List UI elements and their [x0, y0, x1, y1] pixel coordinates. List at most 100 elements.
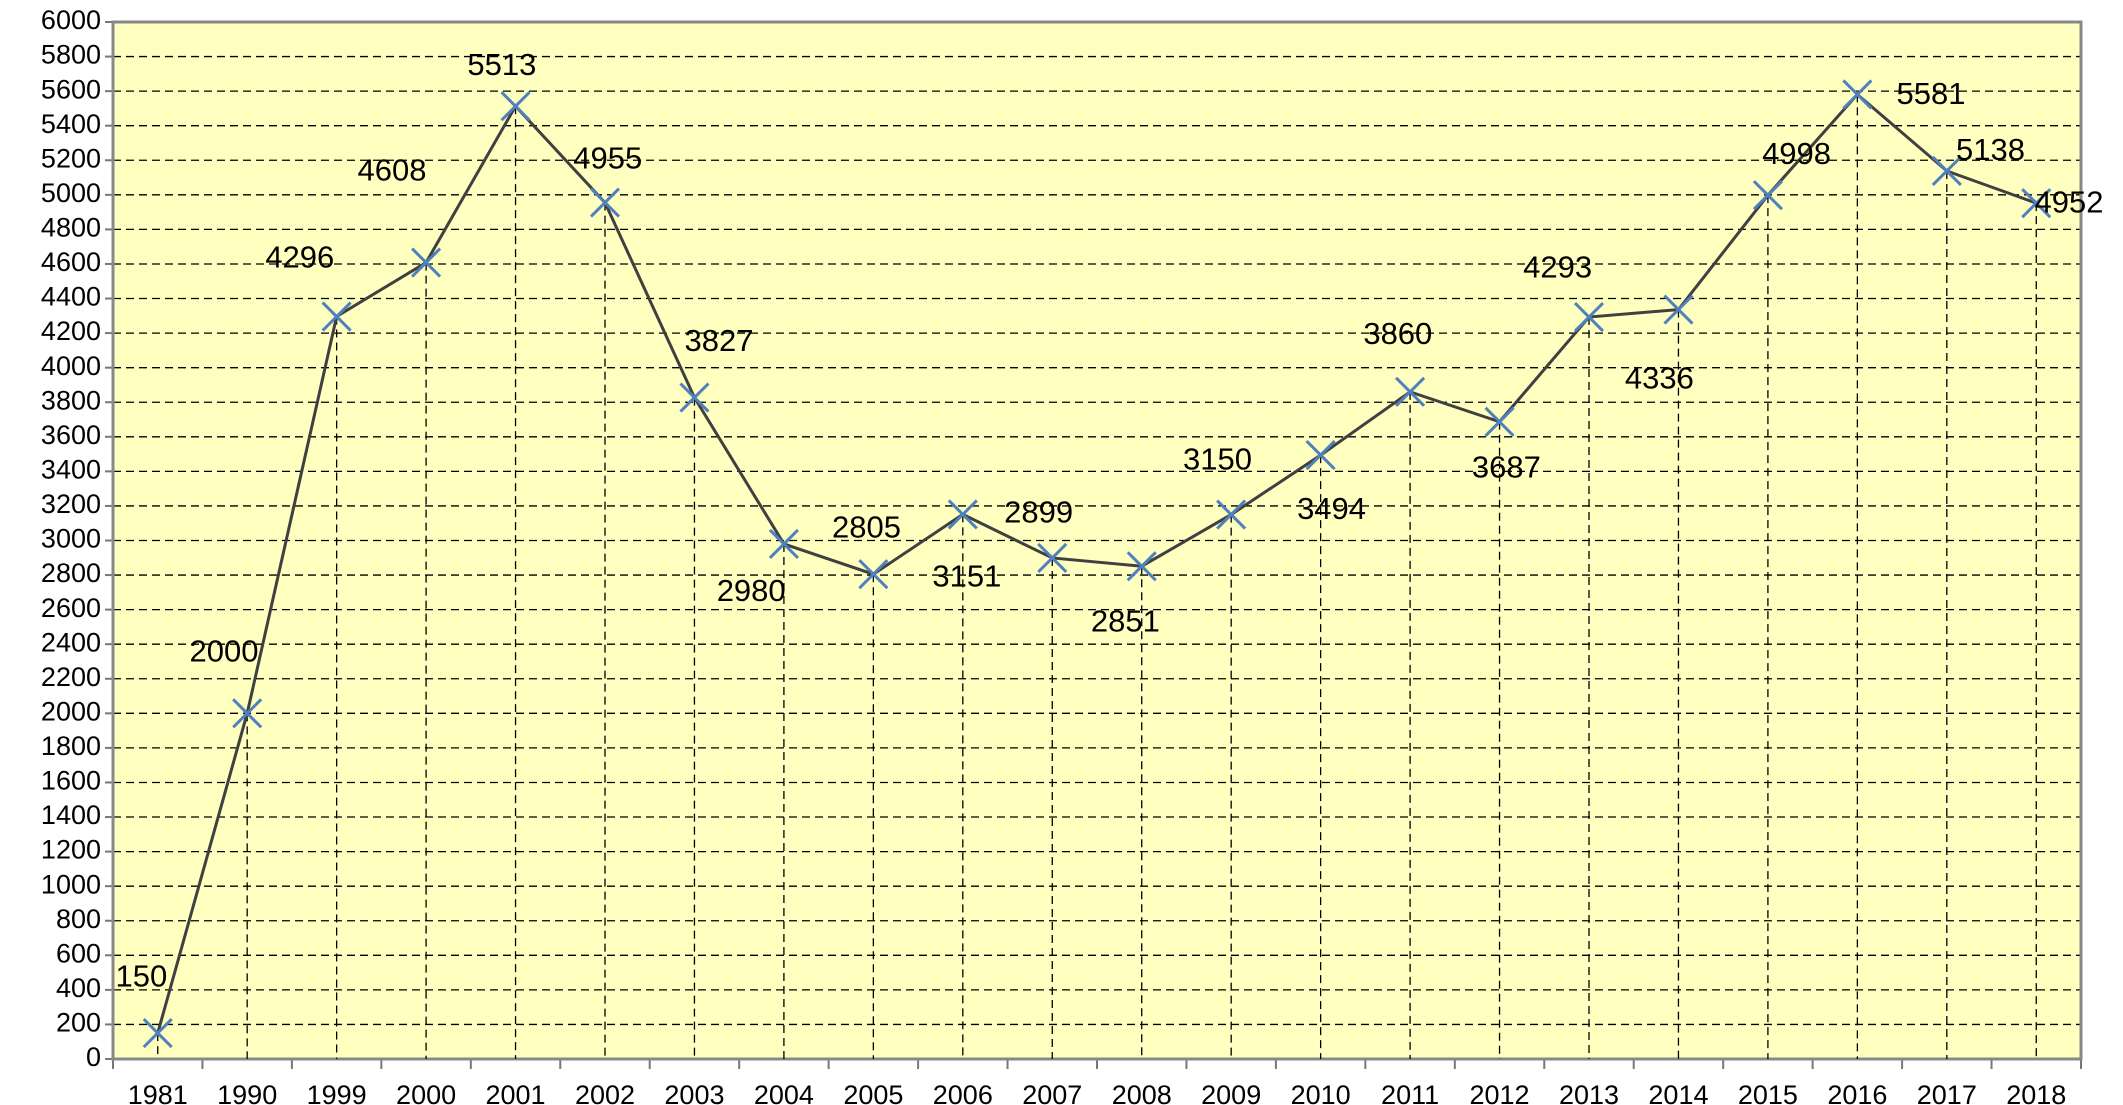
- data-label: 4608: [358, 153, 427, 188]
- y-tick-label: 3400: [41, 454, 101, 484]
- marker: [1663, 294, 1694, 325]
- data-label: 5513: [467, 47, 536, 82]
- y-tick-label: 3800: [41, 385, 101, 415]
- data-label: 4952: [2035, 185, 2104, 220]
- plot-border: [111, 20, 2083, 1061]
- data-label: 5581: [1897, 76, 1966, 111]
- y-tick-label: 1800: [41, 731, 101, 761]
- y-tick-label: 800: [56, 904, 101, 934]
- y-tick-label: 3000: [41, 524, 101, 554]
- y-tick-label: 3600: [41, 420, 101, 450]
- y-tick-label: 6000: [41, 5, 101, 35]
- marker: [500, 91, 531, 122]
- data-label: 3860: [1363, 316, 1432, 351]
- marker: [142, 1018, 173, 1049]
- data-label: 3150: [1183, 442, 1252, 477]
- marker: [232, 698, 263, 729]
- marker: [1931, 155, 1962, 187]
- x-tick-label: 2003: [664, 1080, 724, 1105]
- x-tick-label: 1990: [217, 1080, 277, 1105]
- marker: [679, 382, 710, 413]
- x-tick-label: 2002: [575, 1080, 635, 1105]
- y-tick-label: 5400: [41, 109, 101, 139]
- data-label: 3151: [932, 559, 1001, 594]
- marker: [1216, 499, 1247, 530]
- marker: [1752, 180, 1783, 211]
- marker: [1842, 79, 1873, 110]
- marker: [1395, 376, 1426, 407]
- y-tick-label: 5000: [41, 178, 101, 208]
- marker: [1037, 542, 1068, 574]
- y-tick-label: 4200: [41, 316, 101, 346]
- x-tick-label: 1981: [128, 1080, 188, 1105]
- x-tick-label: 2012: [1470, 1080, 1530, 1105]
- x-tick-label: 2011: [1381, 1080, 1439, 1105]
- marker: [1484, 406, 1515, 437]
- x-tick-label: 2006: [933, 1080, 993, 1105]
- x-tick-label: 1999: [307, 1080, 367, 1105]
- data-label: 150: [115, 959, 167, 994]
- data-label: 2851: [1091, 604, 1160, 639]
- y-tick-label: 4400: [41, 282, 101, 312]
- x-tick-label: 2010: [1291, 1080, 1351, 1105]
- y-tick-label: 0: [86, 1042, 101, 1072]
- data-label: 2899: [1004, 494, 1073, 529]
- y-tick-label: 2200: [41, 662, 101, 692]
- data-label: 3687: [1472, 450, 1541, 485]
- y-tick-label: 600: [56, 938, 101, 968]
- y-tick-label: 5600: [41, 74, 101, 104]
- marker: [411, 247, 442, 278]
- data-label: 4336: [1625, 361, 1694, 396]
- y-tick-label: 200: [56, 1008, 101, 1038]
- y-tick-label: 1000: [41, 869, 101, 899]
- marker: [2021, 188, 2052, 219]
- data-label: 2805: [832, 509, 901, 544]
- x-tick-label: 2014: [1648, 1080, 1708, 1105]
- x-tick-label: 2007: [1022, 1080, 1082, 1105]
- x-tick-label: 2005: [843, 1080, 903, 1105]
- data-label: 2980: [717, 573, 786, 608]
- x-tick-label: 2017: [1917, 1080, 1977, 1105]
- y-tick-label: 3200: [41, 489, 101, 519]
- data-label: 5138: [1956, 132, 2025, 167]
- data-line: [156, 92, 2037, 1034]
- y-tick-label: 2000: [41, 696, 101, 726]
- y-tick-label: 2600: [41, 593, 101, 623]
- x-tick-label: 2004: [754, 1080, 814, 1105]
- x-tick-label: 2016: [1827, 1080, 1887, 1105]
- marker: [589, 187, 621, 218]
- y-tick-label: 400: [56, 973, 101, 1003]
- data-label: 4955: [573, 141, 642, 176]
- y-tick-label: 2400: [41, 627, 101, 657]
- y-tick-label: 1200: [41, 835, 101, 865]
- y-tick-label: 5800: [41, 40, 101, 70]
- data-label: 3827: [685, 323, 754, 358]
- marker: [947, 499, 978, 530]
- data-label: 3494: [1297, 491, 1366, 526]
- y-tick-label: 4000: [41, 351, 101, 381]
- x-tick-label: 2000: [396, 1080, 456, 1105]
- marker: [321, 301, 352, 332]
- data-label: 2000: [190, 634, 259, 669]
- y-tick-label: 1400: [41, 800, 101, 830]
- marker: [1126, 551, 1157, 582]
- x-tick-label: 2001: [486, 1080, 546, 1105]
- x-tick-label: 2008: [1112, 1080, 1172, 1105]
- data-label: 4296: [265, 239, 334, 274]
- y-tick-label: 5200: [41, 143, 101, 173]
- marker: [1573, 301, 1605, 333]
- data-label: 4293: [1523, 249, 1592, 284]
- y-tick-label: 1600: [41, 766, 101, 796]
- data-label: 4998: [1762, 136, 1831, 171]
- x-tick-label: 2018: [2006, 1080, 2066, 1105]
- x-tick-label: 2009: [1201, 1080, 1261, 1105]
- y-tick-label: 2800: [41, 558, 101, 588]
- marker: [1305, 440, 1336, 471]
- marker: [768, 528, 799, 560]
- x-tick-label: 2013: [1559, 1080, 1619, 1105]
- y-tick-label: 4600: [41, 247, 101, 277]
- y-tick-label: 4800: [41, 213, 101, 243]
- x-tick-label: 2015: [1738, 1080, 1798, 1105]
